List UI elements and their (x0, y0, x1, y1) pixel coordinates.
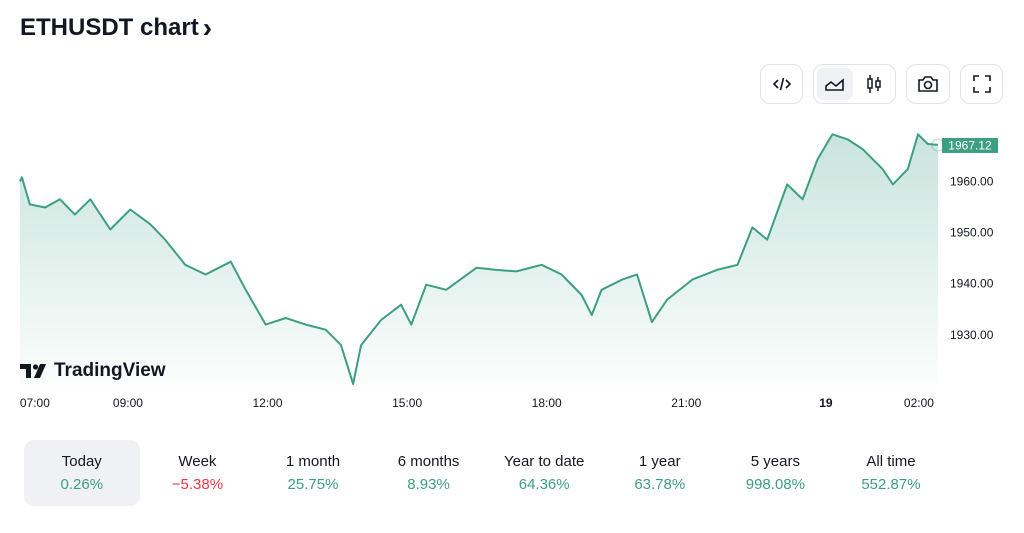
area-chart-icon (824, 78, 844, 91)
period-label: 6 months (397, 453, 460, 470)
fullscreen-icon (972, 75, 991, 93)
candlestick-icon (867, 75, 881, 93)
x-tick-label: 07:00 (20, 396, 50, 410)
period-label: Week (178, 453, 217, 470)
period-label: 5 years (750, 453, 800, 470)
period-tab-5-years[interactable]: 5 years 998.08% (718, 440, 834, 506)
period-change: 8.93% (407, 476, 450, 493)
period-label: 1 year (638, 453, 681, 470)
chart-title-link[interactable]: ETHUSDT chart › (20, 12, 212, 44)
chart-style-toggle (813, 64, 896, 104)
x-tick-label: 18:00 (532, 396, 562, 410)
tradingview-logo[interactable]: TradingView (20, 360, 166, 382)
period-change: −5.38% (171, 476, 224, 493)
x-tick-label: 02:00 (904, 396, 934, 410)
y-tick-label: 1930.00 (950, 328, 994, 342)
period-label: Year to date (503, 453, 585, 470)
period-tab-today[interactable]: Today 0.26% (24, 440, 140, 506)
price-line (19, 133, 939, 385)
tradingview-logo-icon (20, 364, 46, 378)
period-tab-all-time[interactable]: All time 552.87% (833, 440, 949, 506)
period-tab-week[interactable]: Week −5.38% (140, 440, 256, 506)
y-tick-label: 1960.00 (950, 174, 994, 188)
period-tab-year-to-date[interactable]: Year to date 64.36% (486, 440, 602, 506)
period-tab-1-month[interactable]: 1 month 25.75% (255, 440, 371, 506)
snapshot-button[interactable] (906, 64, 950, 104)
period-tab-1-year[interactable]: 1 year 63.78% (602, 440, 718, 506)
y-tick-label: 1950.00 (950, 226, 994, 240)
code-icon (772, 77, 791, 91)
y-tick-label: 1940.00 (950, 277, 994, 291)
x-tick-label: 15:00 (392, 396, 422, 410)
x-tick-label: 19 (819, 396, 833, 410)
period-label: All time (866, 453, 916, 470)
period-change: 552.87% (861, 476, 921, 493)
last-price-badge (942, 137, 998, 153)
period-change: 998.08% (745, 476, 805, 493)
price-area (20, 134, 938, 385)
x-tick-label: 12:00 (253, 396, 283, 410)
embed-button[interactable] (760, 64, 803, 104)
page-title: ETHUSDT chart (20, 14, 199, 41)
period-change: 25.75% (287, 476, 339, 493)
last-price-label: 1967.12 (948, 138, 992, 152)
period-change: 0.26% (60, 476, 104, 493)
camera-icon (918, 76, 938, 92)
period-change: 64.36% (518, 476, 570, 493)
price-chart[interactable]: 1967.12 1960.00 1950.00 1940.00 1930.00 07:… (0, 0, 1024, 420)
x-tick-label: 21:00 (671, 396, 701, 410)
candles-chart-button[interactable] (857, 68, 893, 100)
period-tab-6-months[interactable]: 6 months 8.93% (371, 440, 487, 506)
fullscreen-button[interactable] (960, 64, 1003, 104)
period-label: 1 month (285, 453, 341, 470)
x-tick-label: 09:00 (113, 396, 143, 410)
period-change: 63.78% (634, 476, 686, 493)
line-chart-button[interactable] (817, 68, 853, 100)
tradingview-logo-text: TradingView (54, 360, 166, 381)
chevron-right-icon: › (202, 12, 213, 43)
period-label: Today (61, 453, 102, 470)
period-tabs: Today 0.26% Week −5.38% 1 month 25.75% 6 month… (24, 440, 949, 506)
